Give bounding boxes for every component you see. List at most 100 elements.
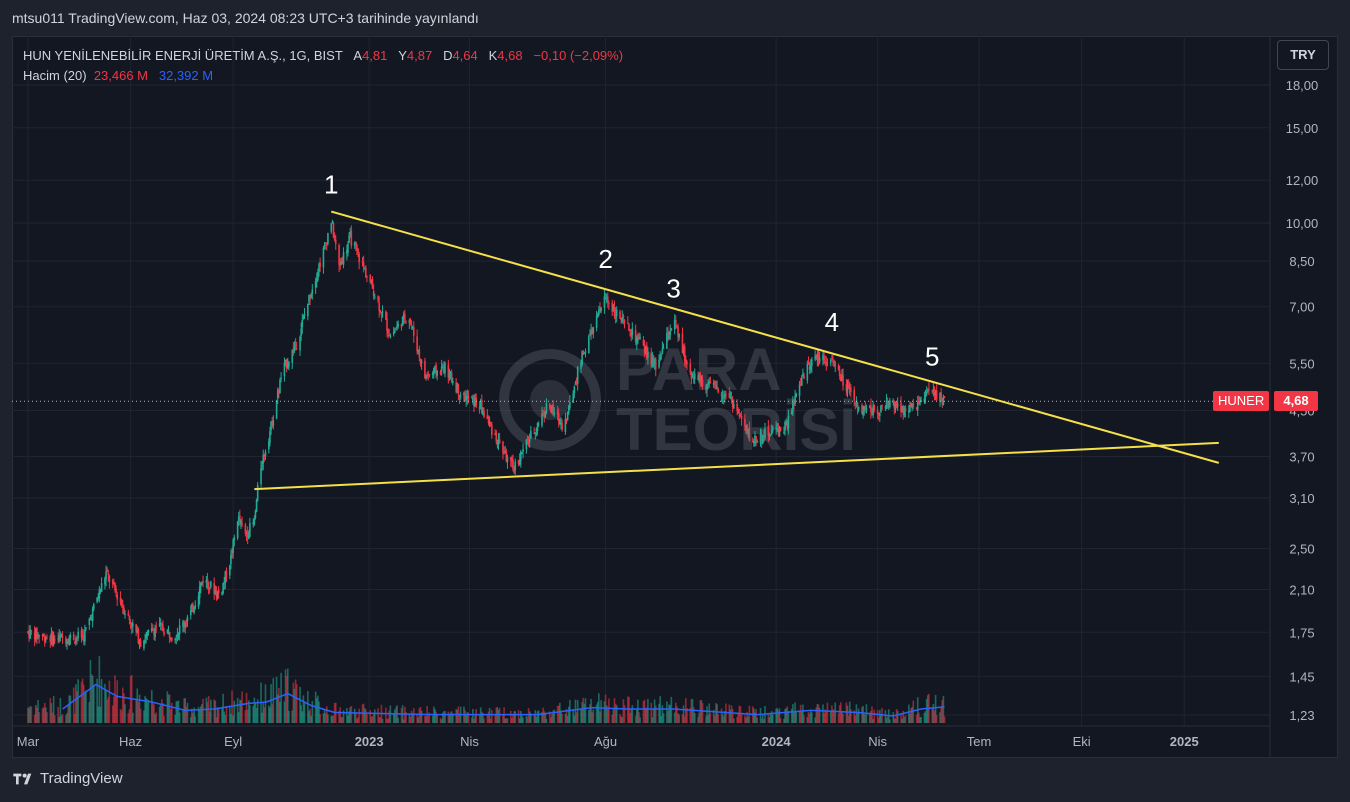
volume-bar xyxy=(385,707,387,723)
candle-body xyxy=(591,331,593,335)
candle-body xyxy=(294,344,297,347)
volume-bar xyxy=(115,695,117,723)
candle-body xyxy=(99,590,102,592)
volume-bar xyxy=(197,706,200,723)
candle-body xyxy=(333,235,336,241)
symbol-title[interactable]: HUN YENİLENEBİLİR ENERJİ ÜRETİM A.Ş., 1G… xyxy=(23,48,343,63)
volume-bar xyxy=(591,712,593,723)
volume-bar xyxy=(310,715,313,723)
volume-bar xyxy=(92,684,95,723)
candle-body xyxy=(795,393,798,397)
volume-bar xyxy=(889,719,891,723)
candle-body xyxy=(424,360,426,379)
volume-bar xyxy=(202,698,204,723)
volume-bar xyxy=(541,712,543,723)
candle-body xyxy=(244,524,247,534)
x-tick-label: Mar xyxy=(17,734,40,749)
volume-bar xyxy=(245,692,248,723)
candle-body xyxy=(865,408,868,410)
volume-bar xyxy=(159,703,162,723)
volume-bar xyxy=(61,714,64,723)
volume-label[interactable]: Hacim (20) xyxy=(23,68,87,83)
volume-bar xyxy=(206,702,209,723)
candle-body xyxy=(82,636,85,642)
volume-bar xyxy=(943,716,946,723)
x-tick-label: Tem xyxy=(967,734,992,749)
candle-body xyxy=(90,617,93,620)
volume-bar xyxy=(439,717,442,723)
candle-body xyxy=(245,533,248,535)
candle-body xyxy=(340,261,343,265)
candle-body xyxy=(690,371,693,380)
volume-bar xyxy=(561,713,563,723)
candle-body xyxy=(775,427,777,429)
volume-bar xyxy=(418,708,421,723)
volume-bar xyxy=(682,705,685,723)
trendline-resistance xyxy=(330,210,1220,464)
volume-bar xyxy=(549,711,551,723)
candle-body xyxy=(642,339,645,346)
footer-brand-text: TradingView xyxy=(40,770,123,787)
volume-bar xyxy=(518,718,521,723)
y-tick-label: 8,50 xyxy=(1289,254,1314,269)
candle-body xyxy=(886,401,889,407)
volume-bar xyxy=(136,688,139,723)
candle-body xyxy=(848,388,851,390)
volume-bar xyxy=(639,717,641,723)
candle-body xyxy=(444,362,446,373)
candle-body xyxy=(247,535,250,539)
volume-bar xyxy=(331,715,334,723)
candle-body xyxy=(613,307,616,317)
volume-bar xyxy=(237,712,240,723)
volume-bar xyxy=(924,711,927,723)
volume-bar xyxy=(72,687,75,723)
candle-body xyxy=(630,332,632,337)
volume-bar xyxy=(208,711,211,723)
candle-body xyxy=(100,583,103,592)
candle-body xyxy=(736,403,738,411)
candle-body xyxy=(725,394,727,396)
volume-bar xyxy=(763,719,765,723)
candle-body xyxy=(114,582,116,590)
candle-body xyxy=(269,431,271,443)
volume-bar xyxy=(330,715,333,723)
candle-body xyxy=(525,439,528,450)
volume-bar xyxy=(637,699,639,723)
candle-body xyxy=(77,632,79,638)
volume-bar xyxy=(738,705,741,723)
candle-body xyxy=(614,313,617,318)
volume-bar xyxy=(497,710,500,723)
volume-bar xyxy=(221,707,223,723)
volume-bar xyxy=(862,706,864,723)
candle-body xyxy=(850,387,852,393)
candle-body xyxy=(800,377,803,386)
candle-body xyxy=(482,411,484,416)
candle-body xyxy=(276,390,279,399)
candle-body xyxy=(943,396,946,399)
volume-bar xyxy=(309,708,311,723)
candle-body xyxy=(401,316,404,326)
price-chart[interactable]: PARA TEORİSİ 1 2 3 4 5 18,00 15,00 12,00 10,00 8… xyxy=(12,36,1338,758)
candle-body xyxy=(824,361,826,363)
candle-body xyxy=(784,421,786,431)
candle-body xyxy=(928,388,930,390)
candle-body xyxy=(395,328,397,330)
candle-body xyxy=(254,510,257,518)
candle-body xyxy=(779,427,782,431)
candle-body xyxy=(58,635,61,642)
volume-bar xyxy=(176,701,179,723)
x-tick-label: 2024 xyxy=(762,734,792,749)
footer-brand[interactable]: TradingView xyxy=(12,770,123,787)
volume-bar xyxy=(247,700,250,723)
volume-bar xyxy=(770,711,773,723)
candle-body xyxy=(829,360,832,363)
currency-button[interactable]: TRY xyxy=(1277,40,1329,70)
candle-body xyxy=(358,253,360,263)
volume-bar xyxy=(775,709,777,723)
volume-bar xyxy=(213,699,215,723)
volume-bar xyxy=(879,709,881,723)
candle-body xyxy=(716,387,718,389)
volume-bar xyxy=(635,709,638,723)
volume-bar xyxy=(467,712,470,723)
candle-body xyxy=(396,325,398,329)
